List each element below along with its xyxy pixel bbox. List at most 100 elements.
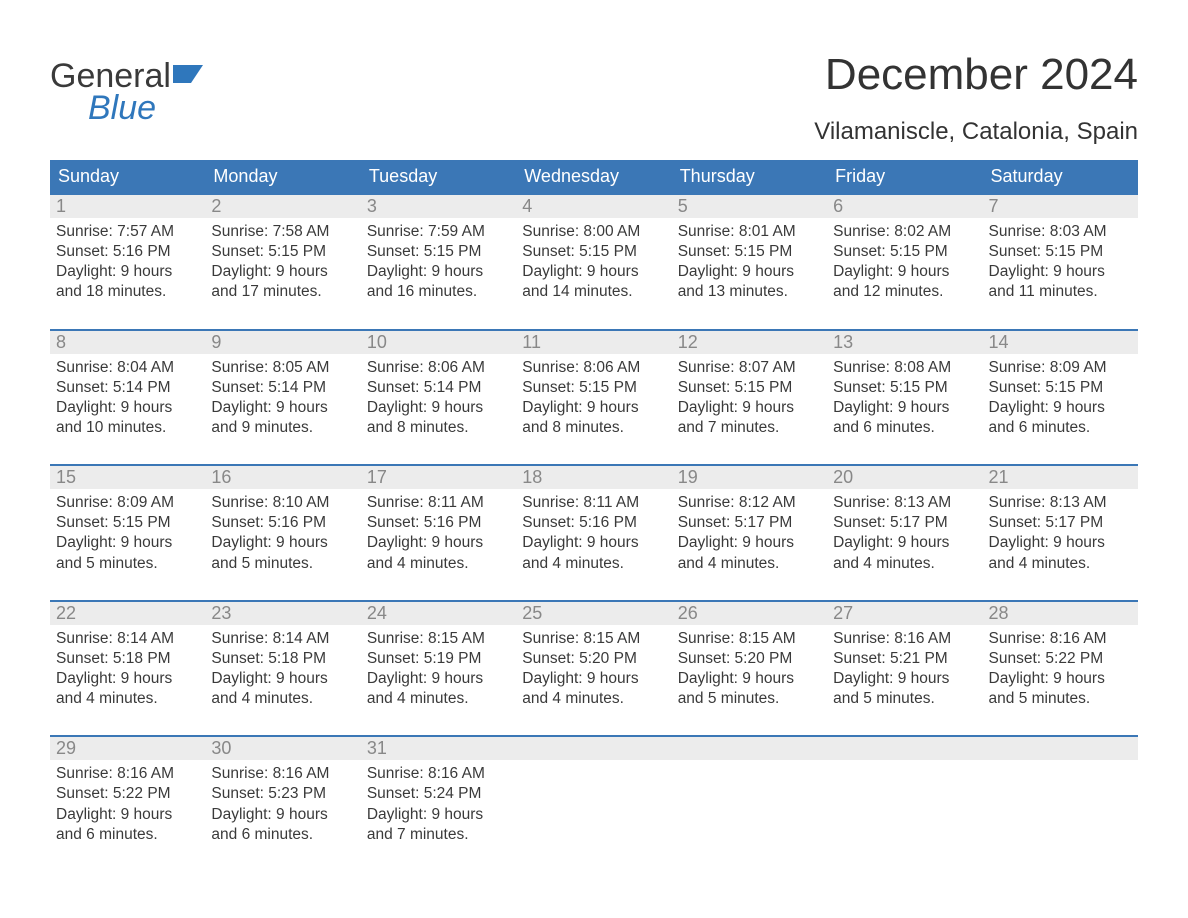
daylight-text-1: Daylight: 9 hours	[522, 262, 665, 282]
calendar-day: 7Sunrise: 8:03 AMSunset: 5:15 PMDaylight…	[983, 195, 1138, 309]
daylight-text-1: Daylight: 9 hours	[56, 262, 199, 282]
day-content: Sunrise: 7:58 AMSunset: 5:15 PMDaylight:…	[205, 218, 360, 309]
day-number: 26	[672, 602, 827, 625]
day-content: Sunrise: 8:11 AMSunset: 5:16 PMDaylight:…	[361, 489, 516, 580]
sunset-text: Sunset: 5:20 PM	[678, 649, 821, 669]
calendar-day: 1Sunrise: 7:57 AMSunset: 5:16 PMDaylight…	[50, 195, 205, 309]
sunrise-text: Sunrise: 8:13 AM	[989, 493, 1132, 513]
day-number: 29	[50, 737, 205, 760]
calendar-day: 16Sunrise: 8:10 AMSunset: 5:16 PMDayligh…	[205, 466, 360, 580]
daylight-text-2: and 6 minutes.	[989, 418, 1132, 438]
sunrise-text: Sunrise: 8:00 AM	[522, 222, 665, 242]
daylight-text-1: Daylight: 9 hours	[211, 533, 354, 553]
page-title: December 2024	[814, 50, 1138, 100]
calendar-day: 29Sunrise: 8:16 AMSunset: 5:22 PMDayligh…	[50, 737, 205, 851]
day-number	[983, 737, 1138, 760]
daylight-text-1: Daylight: 9 hours	[367, 669, 510, 689]
day-number: 31	[361, 737, 516, 760]
sunrise-text: Sunrise: 8:15 AM	[678, 629, 821, 649]
day-number: 8	[50, 331, 205, 354]
daylight-text-2: and 6 minutes.	[211, 825, 354, 845]
day-number: 24	[361, 602, 516, 625]
daylight-text-1: Daylight: 9 hours	[989, 262, 1132, 282]
sunset-text: Sunset: 5:14 PM	[56, 378, 199, 398]
calendar-day: 30Sunrise: 8:16 AMSunset: 5:23 PMDayligh…	[205, 737, 360, 851]
sunrise-text: Sunrise: 8:02 AM	[833, 222, 976, 242]
sunset-text: Sunset: 5:20 PM	[522, 649, 665, 669]
calendar-day: 2Sunrise: 7:58 AMSunset: 5:15 PMDaylight…	[205, 195, 360, 309]
sunset-text: Sunset: 5:16 PM	[56, 242, 199, 262]
sunset-text: Sunset: 5:15 PM	[211, 242, 354, 262]
page-subtitle: Vilamaniscle, Catalonia, Spain	[814, 118, 1138, 146]
logo-word2: Blue	[88, 92, 203, 124]
daylight-text-1: Daylight: 9 hours	[211, 805, 354, 825]
daylight-text-2: and 17 minutes.	[211, 282, 354, 302]
day-number: 20	[827, 466, 982, 489]
daylight-text-1: Daylight: 9 hours	[211, 669, 354, 689]
sunset-text: Sunset: 5:15 PM	[833, 378, 976, 398]
daylight-text-2: and 4 minutes.	[678, 554, 821, 574]
day-number: 7	[983, 195, 1138, 218]
day-content: Sunrise: 8:08 AMSunset: 5:15 PMDaylight:…	[827, 354, 982, 445]
day-number: 19	[672, 466, 827, 489]
daylight-text-2: and 4 minutes.	[522, 689, 665, 709]
sunrise-text: Sunrise: 8:15 AM	[367, 629, 510, 649]
sunset-text: Sunset: 5:15 PM	[989, 378, 1132, 398]
daylight-text-2: and 13 minutes.	[678, 282, 821, 302]
day-number: 11	[516, 331, 671, 354]
calendar-day: 6Sunrise: 8:02 AMSunset: 5:15 PMDaylight…	[827, 195, 982, 309]
sunrise-text: Sunrise: 8:13 AM	[833, 493, 976, 513]
daylight-text-1: Daylight: 9 hours	[522, 533, 665, 553]
sunset-text: Sunset: 5:14 PM	[211, 378, 354, 398]
day-number: 17	[361, 466, 516, 489]
daylight-text-2: and 4 minutes.	[522, 554, 665, 574]
day-content: Sunrise: 8:05 AMSunset: 5:14 PMDaylight:…	[205, 354, 360, 445]
sunset-text: Sunset: 5:15 PM	[989, 242, 1132, 262]
calendar-day: 13Sunrise: 8:08 AMSunset: 5:15 PMDayligh…	[827, 331, 982, 445]
calendar-day: 23Sunrise: 8:14 AMSunset: 5:18 PMDayligh…	[205, 602, 360, 716]
daylight-text-2: and 6 minutes.	[56, 825, 199, 845]
sunrise-text: Sunrise: 8:11 AM	[522, 493, 665, 513]
sunset-text: Sunset: 5:22 PM	[989, 649, 1132, 669]
daylight-text-1: Daylight: 9 hours	[367, 533, 510, 553]
day-content: Sunrise: 8:06 AMSunset: 5:15 PMDaylight:…	[516, 354, 671, 445]
sunrise-text: Sunrise: 8:05 AM	[211, 358, 354, 378]
sunrise-text: Sunrise: 7:59 AM	[367, 222, 510, 242]
daylight-text-2: and 8 minutes.	[367, 418, 510, 438]
daylight-text-2: and 4 minutes.	[833, 554, 976, 574]
day-number: 25	[516, 602, 671, 625]
dayheader-mon: Monday	[205, 160, 360, 193]
day-content: Sunrise: 8:13 AMSunset: 5:17 PMDaylight:…	[983, 489, 1138, 580]
day-content: Sunrise: 8:02 AMSunset: 5:15 PMDaylight:…	[827, 218, 982, 309]
calendar-day: 10Sunrise: 8:06 AMSunset: 5:14 PMDayligh…	[361, 331, 516, 445]
daylight-text-2: and 4 minutes.	[989, 554, 1132, 574]
day-content: Sunrise: 7:59 AMSunset: 5:15 PMDaylight:…	[361, 218, 516, 309]
day-number: 2	[205, 195, 360, 218]
daylight-text-1: Daylight: 9 hours	[989, 533, 1132, 553]
calendar-week: 29Sunrise: 8:16 AMSunset: 5:22 PMDayligh…	[50, 735, 1138, 851]
day-content: Sunrise: 8:10 AMSunset: 5:16 PMDaylight:…	[205, 489, 360, 580]
calendar-week: 22Sunrise: 8:14 AMSunset: 5:18 PMDayligh…	[50, 600, 1138, 716]
sunset-text: Sunset: 5:15 PM	[522, 242, 665, 262]
day-number: 14	[983, 331, 1138, 354]
daylight-text-1: Daylight: 9 hours	[833, 262, 976, 282]
sunset-text: Sunset: 5:15 PM	[678, 378, 821, 398]
day-content: Sunrise: 7:57 AMSunset: 5:16 PMDaylight:…	[50, 218, 205, 309]
day-number: 10	[361, 331, 516, 354]
sunrise-text: Sunrise: 8:14 AM	[56, 629, 199, 649]
sunset-text: Sunset: 5:17 PM	[833, 513, 976, 533]
day-number: 23	[205, 602, 360, 625]
daylight-text-1: Daylight: 9 hours	[522, 398, 665, 418]
sunrise-text: Sunrise: 7:58 AM	[211, 222, 354, 242]
logo-word1: General	[50, 60, 171, 92]
day-number: 9	[205, 331, 360, 354]
daylight-text-1: Daylight: 9 hours	[833, 398, 976, 418]
sunset-text: Sunset: 5:15 PM	[56, 513, 199, 533]
sunrise-text: Sunrise: 8:04 AM	[56, 358, 199, 378]
day-content: Sunrise: 8:01 AMSunset: 5:15 PMDaylight:…	[672, 218, 827, 309]
day-number	[516, 737, 671, 760]
day-content: Sunrise: 8:16 AMSunset: 5:22 PMDaylight:…	[50, 760, 205, 851]
sunrise-text: Sunrise: 8:11 AM	[367, 493, 510, 513]
calendar-day: 9Sunrise: 8:05 AMSunset: 5:14 PMDaylight…	[205, 331, 360, 445]
calendar-day: 8Sunrise: 8:04 AMSunset: 5:14 PMDaylight…	[50, 331, 205, 445]
